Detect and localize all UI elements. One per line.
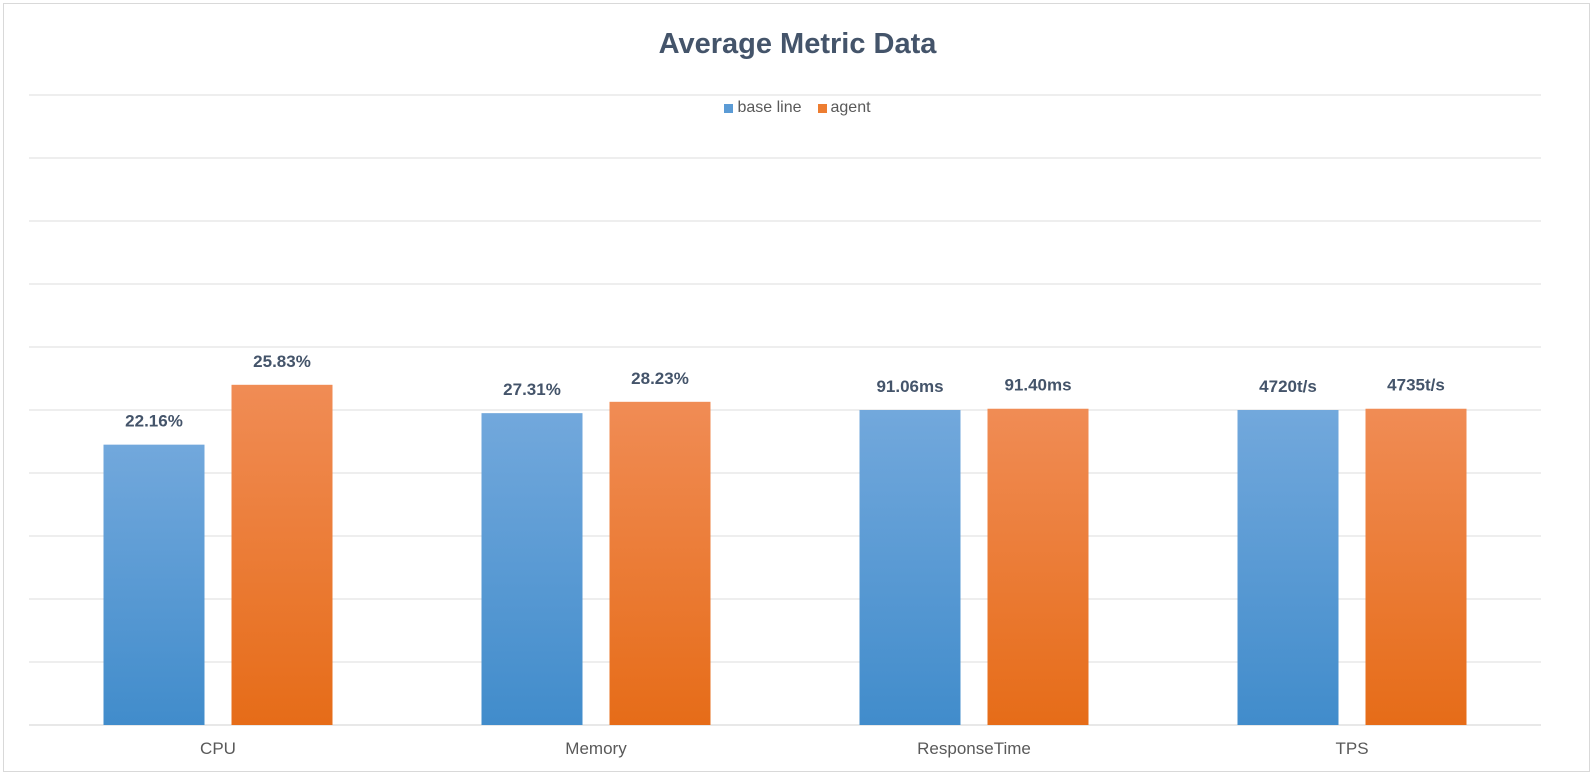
category-label-memory: Memory <box>565 739 627 758</box>
data-label-agent-tps: 4735t/s <box>1387 376 1445 395</box>
bars <box>103 384 1467 725</box>
data-label-agent-responsetime: 91.40ms <box>1004 376 1071 395</box>
bar-base-line-responsetime <box>859 410 961 725</box>
data-label-agent-cpu: 25.83% <box>253 352 311 371</box>
bar-agent-tps <box>1365 408 1467 725</box>
data-label-base-line-cpu: 22.16% <box>125 412 183 431</box>
legend: base line agent <box>4 99 1591 117</box>
category-label-cpu: CPU <box>200 739 236 758</box>
legend-label-base-line: base line <box>737 99 802 116</box>
data-label-base-line-tps: 4720t/s <box>1259 377 1317 396</box>
bar-labels: 22.16% 25.83% 27.31% 28.23% 91.06ms 91.40ms 47… <box>125 352 1445 431</box>
bar-base-line-cpu <box>103 444 205 725</box>
legend-label-agent: agent <box>830 99 871 116</box>
legend-swatch-agent <box>817 103 827 113</box>
data-label-base-line-responsetime: 91.06ms <box>876 377 943 396</box>
bar-base-line-memory <box>481 413 583 725</box>
category-labels: CPU Memory ResponseTime TPS <box>200 739 1368 758</box>
legend-swatch-base-line <box>724 103 734 113</box>
bar-agent-responsetime <box>987 408 1089 725</box>
bar-agent-memory <box>609 401 711 725</box>
category-label-tps: TPS <box>1335 739 1368 758</box>
bar-agent-cpu <box>231 384 333 725</box>
legend-item-base-line: base line <box>724 99 802 117</box>
legend-item-agent: agent <box>817 99 871 117</box>
category-label-responsetime: ResponseTime <box>917 739 1031 758</box>
bar-base-line-tps <box>1237 410 1339 725</box>
data-label-base-line-memory: 27.31% <box>503 380 561 399</box>
data-label-agent-memory: 28.23% <box>631 369 689 388</box>
chart-title: Average Metric Data <box>658 28 937 60</box>
